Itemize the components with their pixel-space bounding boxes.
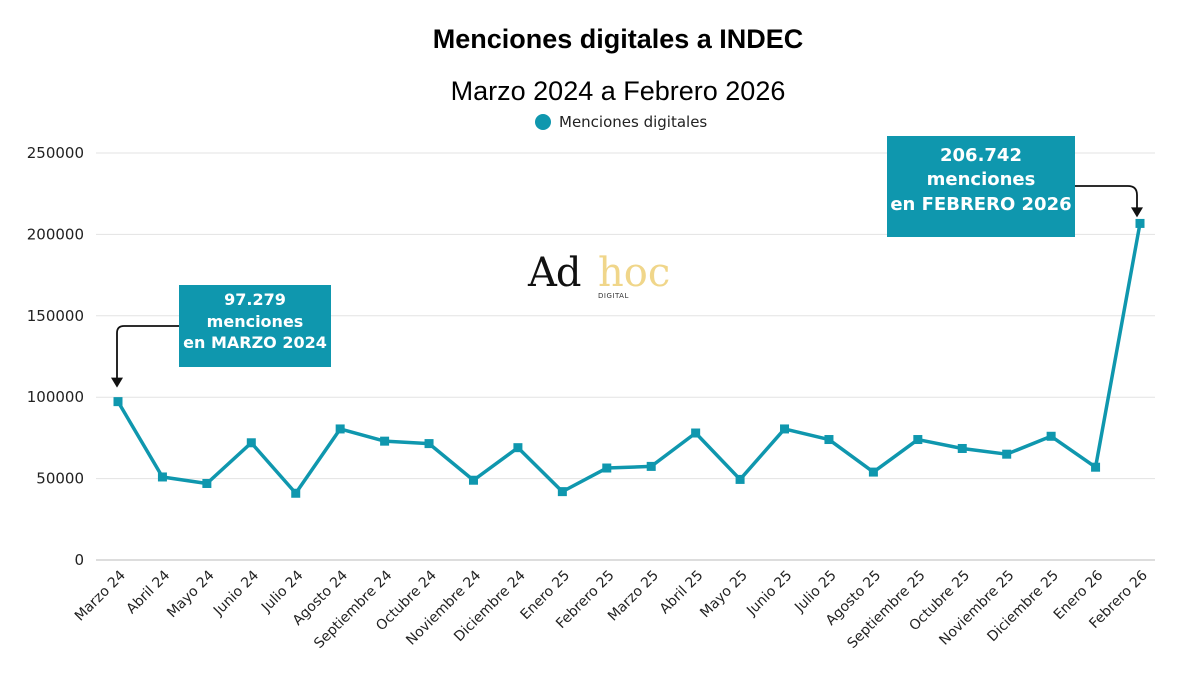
adhoc-logo: Ad hoc DIGITAL xyxy=(528,250,673,302)
annotation-first-line-1: 97.279 xyxy=(224,290,286,309)
x-tick-label: Mayo 24 xyxy=(164,567,218,621)
data-point xyxy=(824,435,834,445)
data-point xyxy=(202,478,212,488)
data-point xyxy=(646,461,656,471)
data-point xyxy=(335,424,345,434)
data-point xyxy=(157,472,167,482)
data-point xyxy=(113,397,123,407)
y-tick-label: 150000 xyxy=(27,307,84,325)
data-point xyxy=(868,467,878,477)
logo-accent-text: hoc xyxy=(598,250,671,296)
logo-main-text: Ad xyxy=(528,250,581,296)
series-line xyxy=(116,223,1142,496)
data-point xyxy=(957,443,967,453)
data-point xyxy=(246,438,256,448)
data-point xyxy=(468,475,478,485)
data-point xyxy=(1046,431,1056,441)
x-tick-label: Junio 25 xyxy=(743,568,795,620)
legend-label: Menciones digitales xyxy=(559,113,708,131)
data-point xyxy=(780,424,790,434)
data-point xyxy=(691,428,701,438)
data-point xyxy=(913,435,923,445)
data-point xyxy=(424,439,434,449)
x-tick-label: Septiembre 24 xyxy=(311,567,395,651)
data-point xyxy=(557,487,567,497)
x-tick-label: Marzo 24 xyxy=(72,567,129,624)
chart-title: Menciones digitales a INDEC xyxy=(432,24,804,54)
annotation-last-arrow xyxy=(1075,185,1138,210)
annotation-last-value: 206.742 menciones en FEBRERO 2026 xyxy=(887,136,1075,237)
annotation-last-line-1: 206.742 xyxy=(940,145,1022,166)
y-tick-label: 50000 xyxy=(36,470,84,488)
annotation-last-line-3: en FEBRERO 2026 xyxy=(890,193,1072,215)
y-tick-label: 0 xyxy=(74,551,84,569)
x-tick-label: Mayo 25 xyxy=(697,568,751,622)
data-point xyxy=(291,488,301,498)
chart-subtitle: Marzo 2024 a Febrero 2026 xyxy=(450,76,786,106)
annotation-first-line-3: en MARZO 2024 xyxy=(183,333,327,353)
legend: Menciones digitales xyxy=(535,113,707,131)
data-point xyxy=(513,443,523,453)
annotation-first-line-2: menciones xyxy=(206,311,304,331)
y-tick-label: 100000 xyxy=(27,388,84,406)
x-tick-label: Junio 24 xyxy=(210,567,262,619)
y-tick-label: 250000 xyxy=(27,144,84,162)
data-point xyxy=(380,436,390,446)
data-point xyxy=(1002,449,1012,459)
annotation-first-arrowhead xyxy=(111,377,123,388)
x-tick-label: Septiembre 25 xyxy=(844,568,928,652)
annotation-first-value: 97.279 menciones en MARZO 2024 xyxy=(179,285,331,367)
legend-marker-icon xyxy=(535,114,551,130)
annotation-first-arrow xyxy=(116,325,179,380)
data-point xyxy=(1135,218,1145,228)
logo-sub-text: DIGITAL xyxy=(598,292,629,300)
data-point xyxy=(735,474,745,484)
annotation-last-arrowhead xyxy=(1131,207,1143,218)
annotation-last-line-2: menciones xyxy=(926,169,1036,191)
y-tick-label: 200000 xyxy=(27,225,84,243)
data-point xyxy=(1091,462,1101,472)
data-point xyxy=(602,463,612,473)
